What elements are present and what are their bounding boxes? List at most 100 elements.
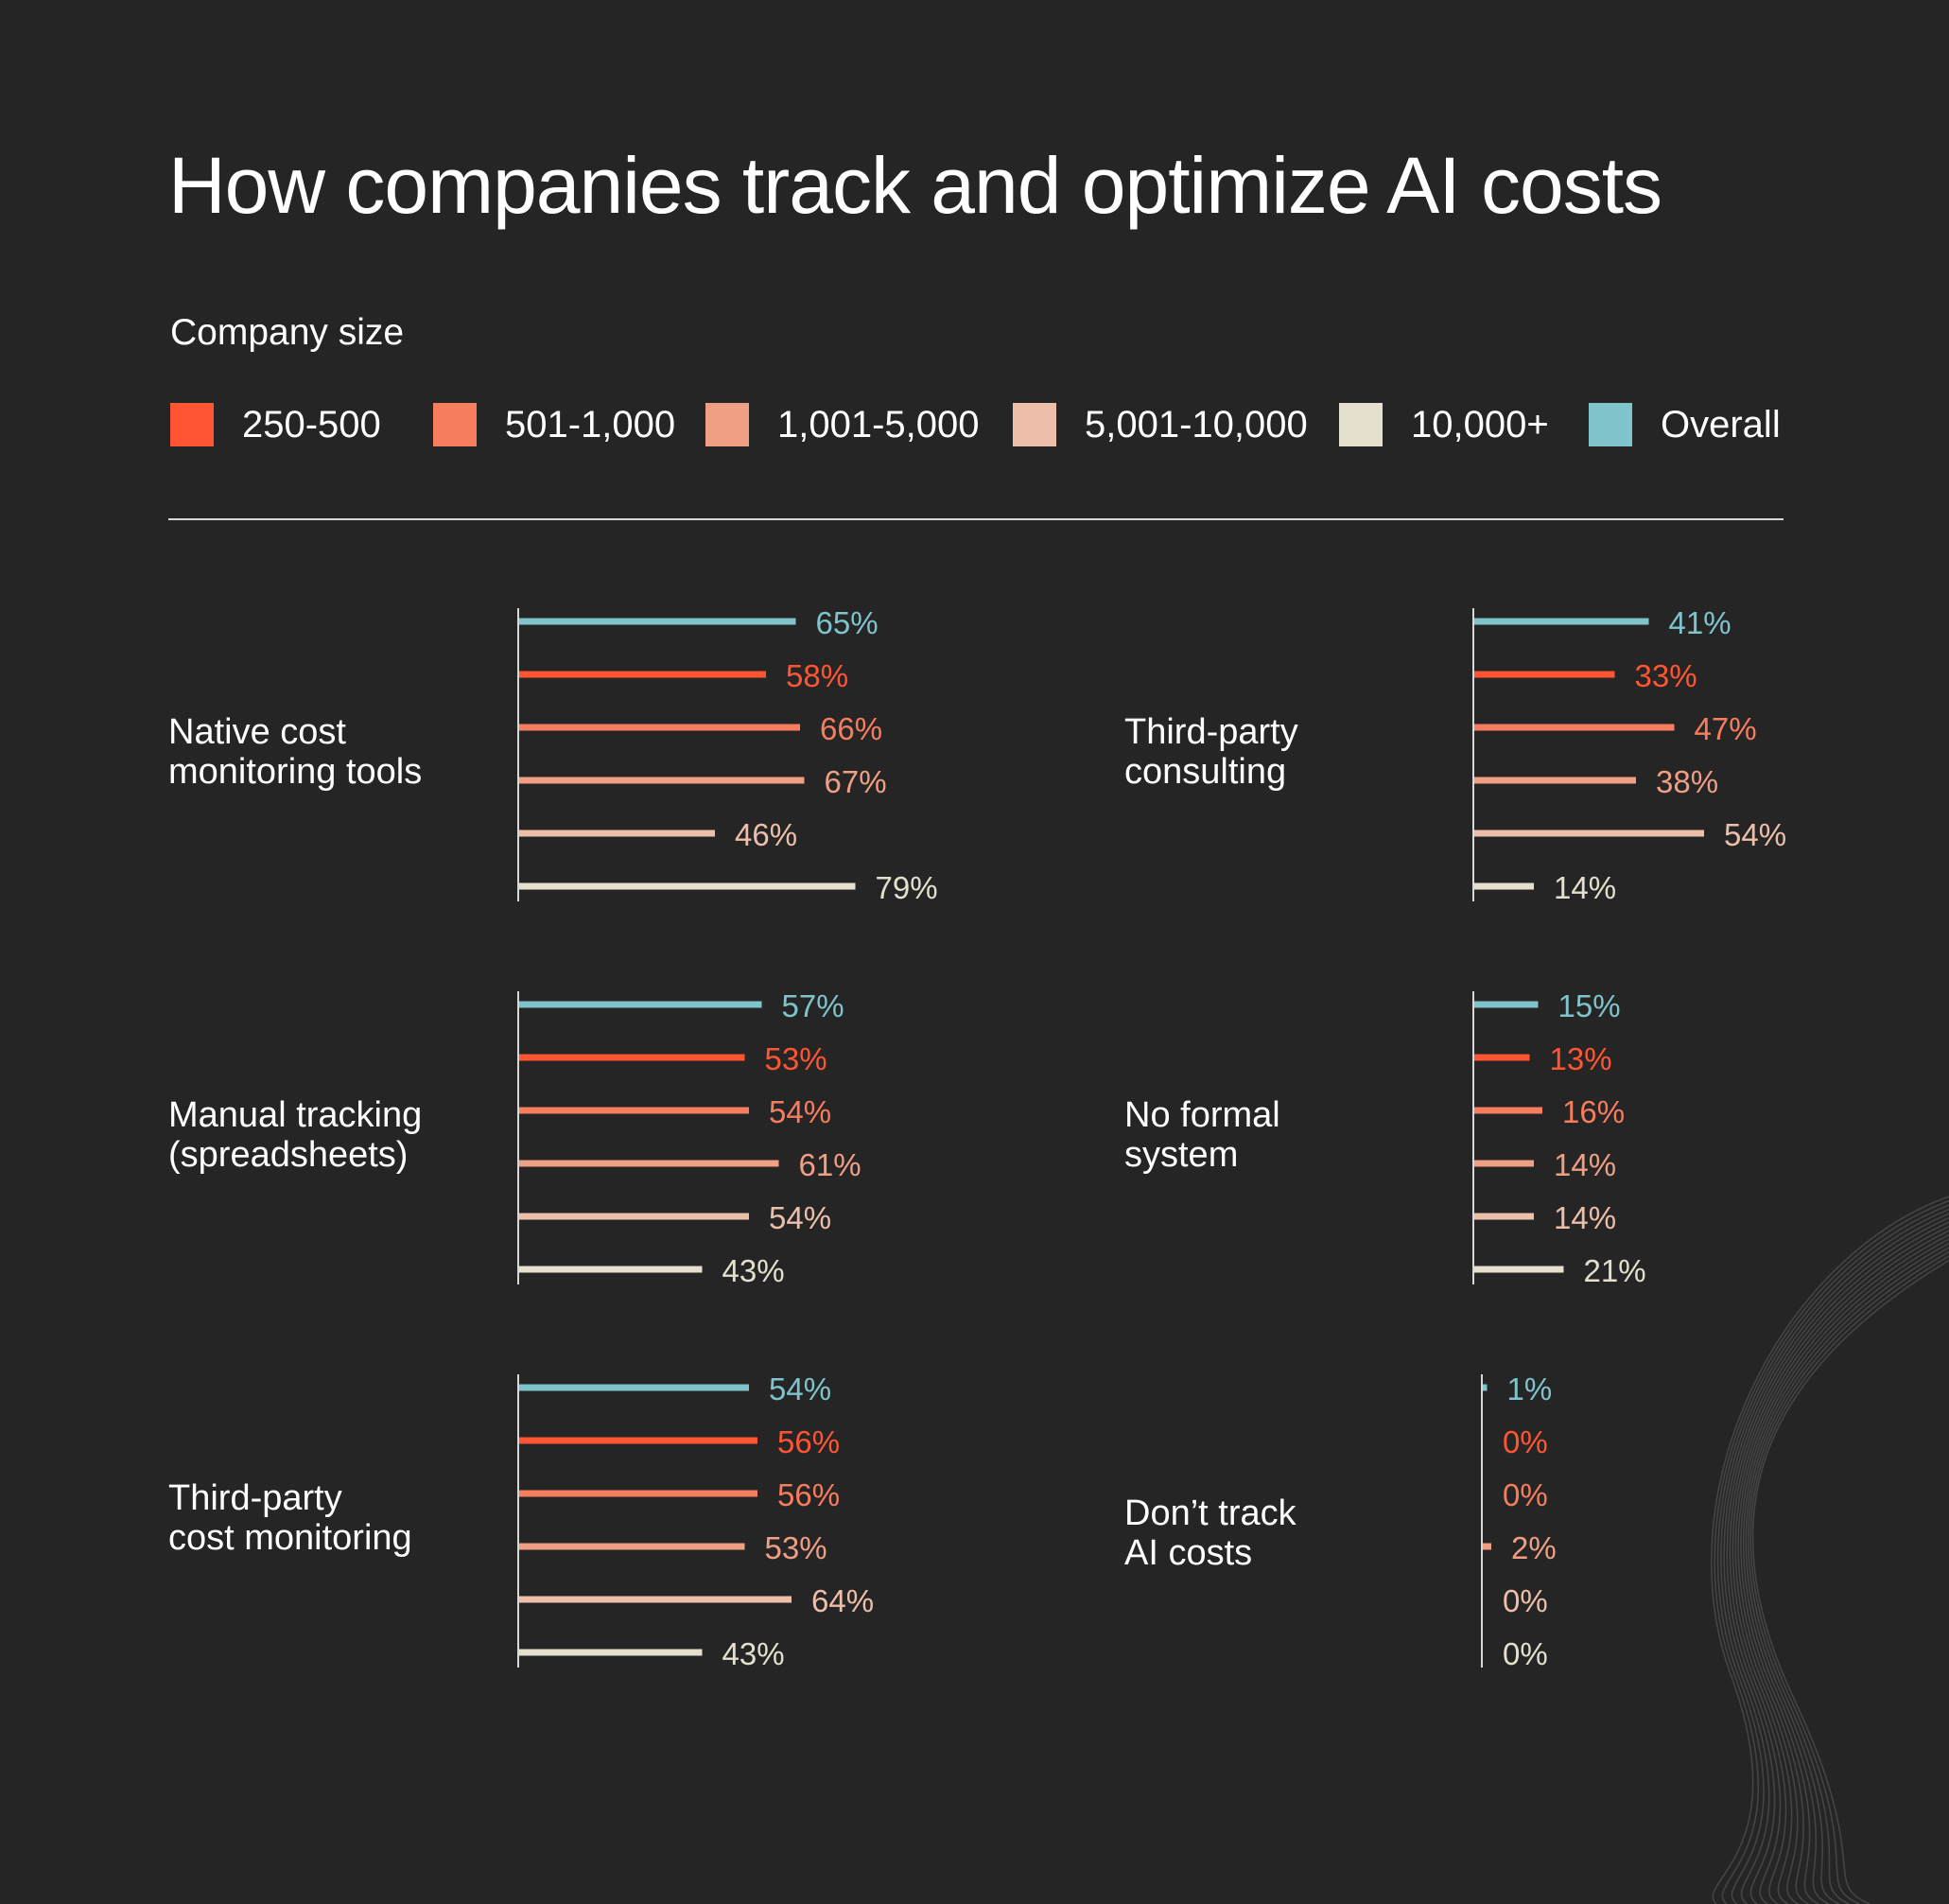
data-label: 0% bbox=[1503, 1636, 1548, 1671]
legend-item-5001-10000: 5,001-10,000 bbox=[1013, 401, 1308, 448]
bar bbox=[1474, 1266, 1564, 1273]
bar bbox=[519, 1001, 762, 1008]
legend-label: Overall bbox=[1661, 403, 1781, 445]
bar bbox=[519, 724, 800, 731]
data-label: 41% bbox=[1669, 605, 1731, 640]
data-label: 15% bbox=[1558, 988, 1621, 1023]
data-label: 14% bbox=[1554, 870, 1616, 905]
bar bbox=[1483, 1384, 1488, 1391]
wave-line bbox=[1710, 1196, 1949, 1904]
data-label: 38% bbox=[1656, 764, 1718, 799]
data-label: 54% bbox=[1724, 817, 1786, 852]
legend-label: 1,001-5,000 bbox=[777, 403, 980, 445]
data-label: 58% bbox=[786, 658, 848, 693]
wave-line bbox=[1749, 1255, 1949, 1904]
legend-swatch bbox=[1013, 403, 1056, 446]
chart-panel: Manual tracking (spreadsheets) 57% 53% 54% 61… bbox=[168, 988, 861, 1288]
bar bbox=[1474, 1054, 1530, 1061]
data-label: 21% bbox=[1584, 1253, 1646, 1288]
bar bbox=[519, 882, 856, 890]
bar bbox=[519, 618, 796, 625]
data-label: 54% bbox=[769, 1094, 831, 1129]
chart-panel: Third-party consulting 41% 33% 47% 38%54% 14% bbox=[1124, 605, 1786, 905]
legend-item-overall: Overall bbox=[1589, 401, 1781, 448]
data-label: 67% bbox=[825, 764, 887, 799]
panel-title-line: Don’t track bbox=[1124, 1494, 1297, 1533]
bar bbox=[519, 1649, 703, 1656]
data-label: 16% bbox=[1562, 1094, 1625, 1129]
bar bbox=[1474, 618, 1649, 625]
bar bbox=[519, 830, 715, 837]
legend-item-501-1000: 501-1,000 bbox=[433, 401, 675, 448]
wave-line bbox=[1714, 1199, 1949, 1904]
bar bbox=[1474, 671, 1615, 678]
data-label: 46% bbox=[735, 817, 797, 852]
chart-panel: No formal system 15% 13% 16% 14% 14% 21% bbox=[1124, 988, 1646, 1288]
data-label: 61% bbox=[799, 1147, 861, 1182]
data-label: 0% bbox=[1503, 1477, 1548, 1512]
data-label: 56% bbox=[777, 1477, 840, 1512]
data-label: 79% bbox=[876, 870, 938, 905]
chart-panel: Native cost monitoring tools 65% 58% 66% 67% 4… bbox=[168, 605, 938, 905]
wave-line bbox=[1745, 1247, 1949, 1904]
data-label: 54% bbox=[769, 1200, 831, 1235]
panel-title: Don’t track AI costs bbox=[1124, 1494, 1297, 1573]
wave-line bbox=[1737, 1233, 1949, 1904]
bar bbox=[519, 1213, 749, 1220]
legend-swatch bbox=[705, 403, 749, 446]
bar bbox=[519, 671, 766, 678]
legend-label: 250-500 bbox=[242, 403, 381, 445]
legend-item-250-500: 250-500 bbox=[170, 401, 381, 448]
data-label: 33% bbox=[1635, 658, 1697, 693]
wave-line bbox=[1742, 1242, 1949, 1904]
legend-swatch bbox=[1339, 403, 1383, 446]
bar bbox=[519, 1596, 792, 1603]
data-label: 14% bbox=[1554, 1147, 1616, 1182]
divider bbox=[168, 518, 1784, 520]
panel-title-line: system bbox=[1124, 1135, 1238, 1175]
wave-line bbox=[1723, 1213, 1949, 1904]
legend: 250-500 501-1,000 1,001-5,000 5,001-10,0… bbox=[0, 401, 1949, 448]
data-label: 2% bbox=[1511, 1530, 1557, 1565]
panel-title-line: Manual tracking bbox=[168, 1095, 422, 1135]
panel-title-line: monitoring tools bbox=[168, 752, 422, 792]
legend-label: 10,000+ bbox=[1411, 403, 1549, 445]
bar bbox=[1483, 1543, 1491, 1550]
data-label: 0% bbox=[1503, 1424, 1548, 1459]
bar bbox=[519, 1266, 703, 1273]
bar bbox=[519, 1543, 745, 1550]
panel-title-line: No formal bbox=[1124, 1095, 1280, 1135]
wave-line bbox=[1740, 1238, 1949, 1904]
data-label: 53% bbox=[765, 1530, 827, 1565]
wave-line bbox=[1720, 1208, 1949, 1904]
bar bbox=[1474, 777, 1636, 784]
bar bbox=[1474, 1107, 1542, 1114]
bar bbox=[1474, 1160, 1534, 1167]
legend-swatch bbox=[433, 403, 477, 446]
chart-title: How companies track and optimize AI cost… bbox=[168, 141, 1662, 230]
panel-title-line: AI costs bbox=[1124, 1533, 1252, 1573]
wave-line bbox=[1731, 1225, 1949, 1904]
data-label: 43% bbox=[722, 1636, 785, 1671]
bar bbox=[1474, 724, 1675, 731]
bar bbox=[519, 1384, 749, 1391]
panel-title-line: Native cost bbox=[168, 712, 346, 752]
legend-item-10000-plus: 10,000+ bbox=[1339, 401, 1549, 448]
data-label: 66% bbox=[820, 711, 882, 746]
bar bbox=[519, 1490, 757, 1497]
data-label: 57% bbox=[782, 988, 844, 1023]
data-label: 47% bbox=[1695, 711, 1757, 746]
decorative-wave-lines bbox=[1710, 1196, 1949, 1904]
bar bbox=[519, 777, 805, 784]
wave-line bbox=[1747, 1250, 1949, 1904]
wave-line bbox=[1751, 1259, 1949, 1904]
data-label: 0% bbox=[1503, 1583, 1548, 1618]
legend-item-1001-5000: 1,001-5,000 bbox=[705, 401, 980, 448]
data-label: 14% bbox=[1554, 1200, 1616, 1235]
panel-title-line: consulting bbox=[1124, 752, 1286, 792]
legend-label: 5,001-10,000 bbox=[1085, 403, 1308, 445]
panel-title-line: Third-party bbox=[1124, 712, 1298, 752]
legend-title: Company size bbox=[170, 312, 405, 353]
panel-title-line: (spreadsheets) bbox=[168, 1135, 408, 1175]
